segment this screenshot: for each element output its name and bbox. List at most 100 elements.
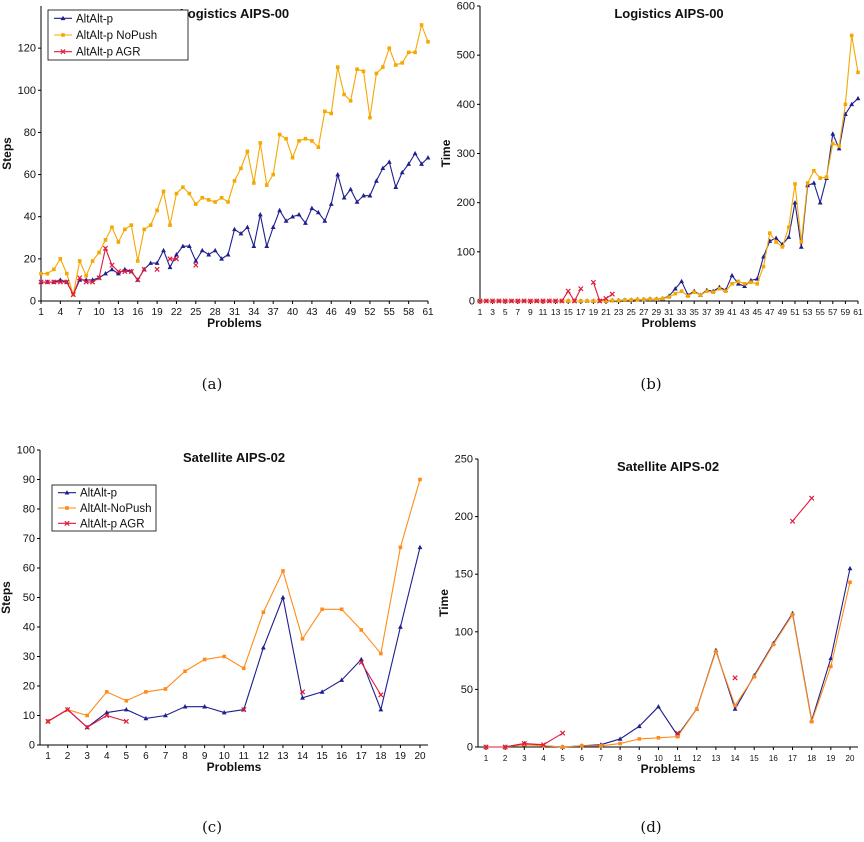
data-point [534, 298, 540, 304]
data-point [368, 115, 372, 120]
data-point [115, 268, 122, 275]
data-point [771, 642, 776, 647]
x-axis-label: Problems [207, 316, 262, 330]
x-tick-label: 16 [769, 754, 778, 763]
series-1 [477, 95, 861, 303]
legend: AltAlt-p AltAlt-NoPush AltAlt-p AGR [51, 484, 157, 532]
data-point [811, 180, 817, 185]
x-tick-label: 55 [815, 307, 825, 317]
data-point [52, 267, 56, 272]
caption-a: (a) [201, 375, 223, 393]
x-tick-label: 17 [356, 751, 368, 762]
data-point [809, 719, 814, 724]
data-point [252, 181, 256, 185]
y-axis-label: Time [437, 589, 451, 617]
data-point [636, 723, 642, 729]
data-point [200, 195, 205, 200]
data-point [660, 296, 665, 301]
data-point [571, 298, 578, 304]
y-tick-label: 500 [457, 50, 475, 62]
data-point [104, 712, 110, 719]
data-point [57, 279, 63, 285]
data-point [135, 259, 140, 263]
data-point [805, 181, 810, 185]
data-point [309, 205, 315, 211]
x-tick-label: 31 [229, 307, 241, 318]
x-tick-label: 9 [202, 751, 208, 762]
data-point [686, 294, 690, 298]
legend-marker [65, 506, 69, 510]
data-point [142, 227, 146, 232]
data-point [818, 176, 822, 180]
data-point [774, 240, 778, 244]
data-point [419, 23, 424, 27]
series-line [486, 568, 851, 748]
data-point [477, 298, 483, 304]
x-tick-label: 18 [375, 751, 387, 762]
data-point [590, 279, 597, 285]
data-point [387, 46, 392, 50]
data-point [617, 736, 623, 741]
y-axis-label: Steps [0, 581, 13, 614]
data-point [202, 657, 207, 662]
x-tick-label: 3 [522, 754, 527, 763]
x-tick-label: 59 [841, 307, 851, 317]
data-point [64, 706, 71, 713]
data-point [730, 281, 734, 286]
data-point [378, 692, 384, 698]
data-point [635, 297, 640, 302]
x-tick-label: 43 [306, 307, 318, 318]
data-point [386, 159, 392, 164]
data-point [290, 155, 295, 160]
data-point [199, 247, 205, 253]
data-point [837, 144, 841, 148]
x-tick-label: 51 [790, 307, 800, 317]
data-point [232, 179, 237, 183]
x-tick-label: 18 [807, 754, 816, 763]
y-tick-label: 400 [457, 99, 475, 111]
y-tick-label: 600 [457, 1, 475, 13]
data-point [515, 298, 521, 304]
y-tick-label: 100 [17, 445, 35, 457]
data-point [400, 61, 404, 65]
data-point [109, 266, 115, 272]
data-point [755, 281, 759, 286]
x-tick-label: 53 [803, 307, 813, 317]
x-tick-label: 12 [258, 751, 270, 762]
x-tick-label: 1 [45, 751, 51, 762]
legend-marker [61, 33, 65, 37]
data-point [271, 172, 275, 177]
data-point [173, 256, 180, 262]
series-1 [45, 544, 423, 730]
data-point [283, 218, 289, 223]
x-tick-label: 7 [163, 751, 169, 762]
data-point [245, 149, 250, 154]
data-point [97, 250, 101, 255]
data-point [856, 70, 860, 75]
x-tick-label: 16 [336, 751, 348, 762]
data-point [109, 262, 115, 268]
series-2 [46, 477, 422, 724]
x-tick-label: 13 [551, 307, 561, 317]
data-point [251, 243, 257, 249]
data-point [123, 718, 129, 725]
data-point [521, 740, 527, 747]
data-point [374, 178, 379, 183]
x-tick-label: 49 [345, 307, 357, 318]
data-point [155, 208, 159, 213]
data-point [393, 63, 398, 67]
data-point [277, 207, 283, 213]
y-tick-label: 60 [24, 169, 36, 181]
data-point [406, 50, 411, 55]
data-point [674, 730, 681, 736]
data-point [70, 292, 76, 298]
data-point [182, 704, 188, 709]
data-point [297, 139, 301, 143]
data-point [604, 299, 608, 303]
data-point [773, 235, 779, 240]
x-tick-label: 57 [828, 307, 838, 317]
x-tick-label: 58 [403, 307, 415, 318]
legend-label: AltAlt-p NoPush [76, 30, 157, 42]
y-axis-label: Time [439, 139, 453, 167]
data-point [354, 199, 360, 204]
